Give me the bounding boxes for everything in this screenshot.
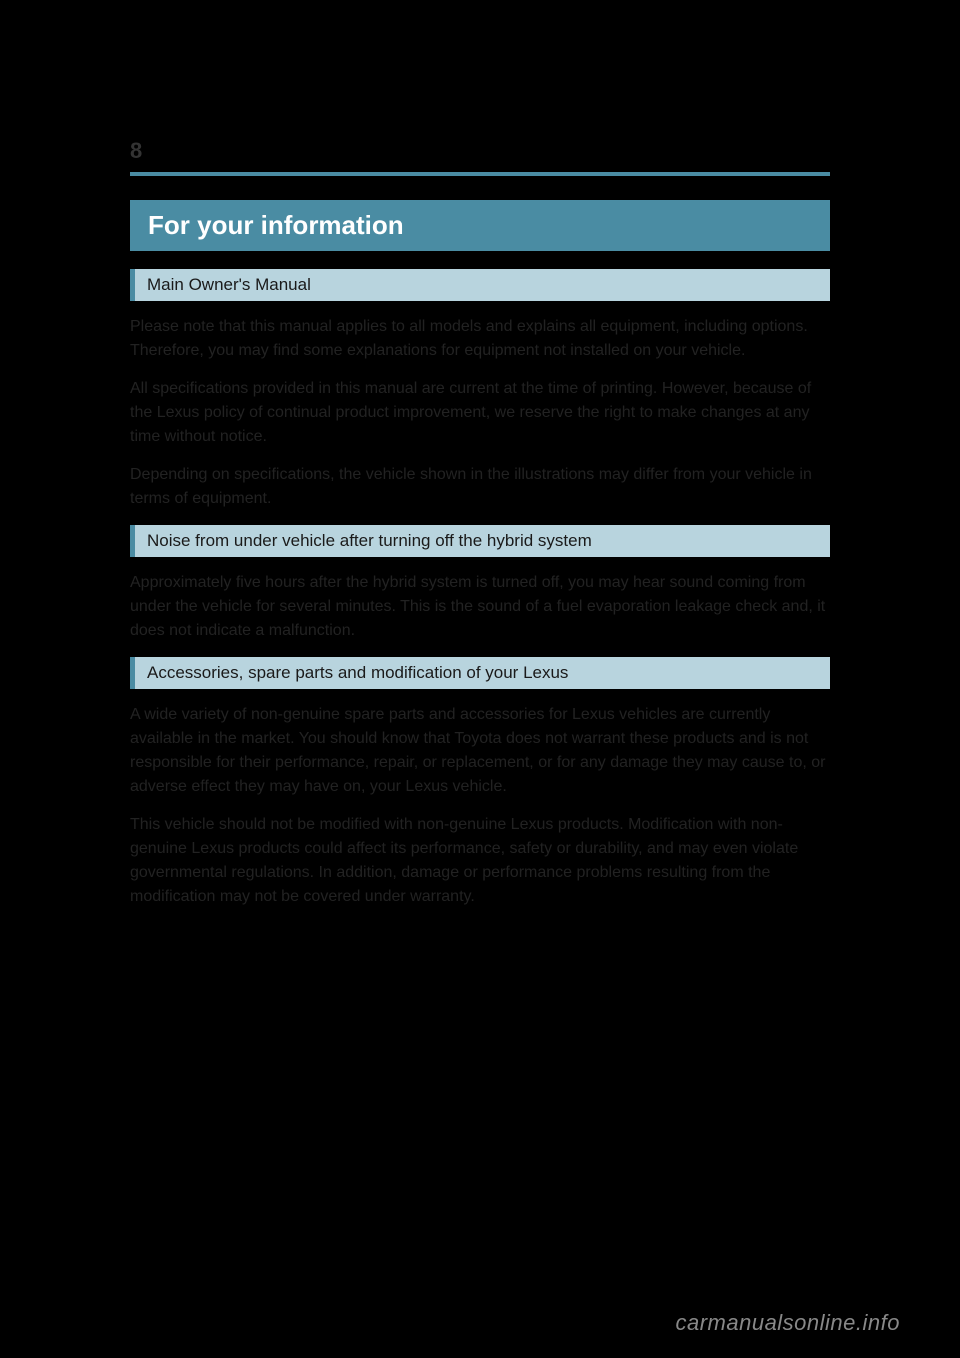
section-header-text: Accessories, spare parts and modificatio… bbox=[147, 663, 818, 683]
page-number: 8 bbox=[130, 138, 830, 164]
section-header: Accessories, spare parts and modificatio… bbox=[130, 657, 830, 689]
body-paragraph: A wide variety of non-genuine spare part… bbox=[130, 703, 830, 799]
page-container: 8 For your information Main Owner's Manu… bbox=[130, 138, 830, 923]
page-title: For your information bbox=[148, 210, 812, 241]
accent-rule bbox=[130, 172, 830, 176]
body-paragraph: This vehicle should not be modified with… bbox=[130, 813, 830, 909]
section-header: Noise from under vehicle after turning o… bbox=[130, 525, 830, 557]
section-header-text: Noise from under vehicle after turning o… bbox=[147, 531, 818, 551]
section-header: Main Owner's Manual bbox=[130, 269, 830, 301]
section-header-text: Main Owner's Manual bbox=[147, 275, 818, 295]
body-paragraph: Please note that this manual applies to … bbox=[130, 315, 830, 363]
body-paragraph: Approximately five hours after the hybri… bbox=[130, 571, 830, 643]
watermark: carmanualsonline.info bbox=[675, 1310, 900, 1336]
body-paragraph: Depending on specifications, the vehicle… bbox=[130, 463, 830, 511]
body-paragraph: All specifications provided in this manu… bbox=[130, 377, 830, 449]
page-title-bar: For your information bbox=[130, 200, 830, 251]
